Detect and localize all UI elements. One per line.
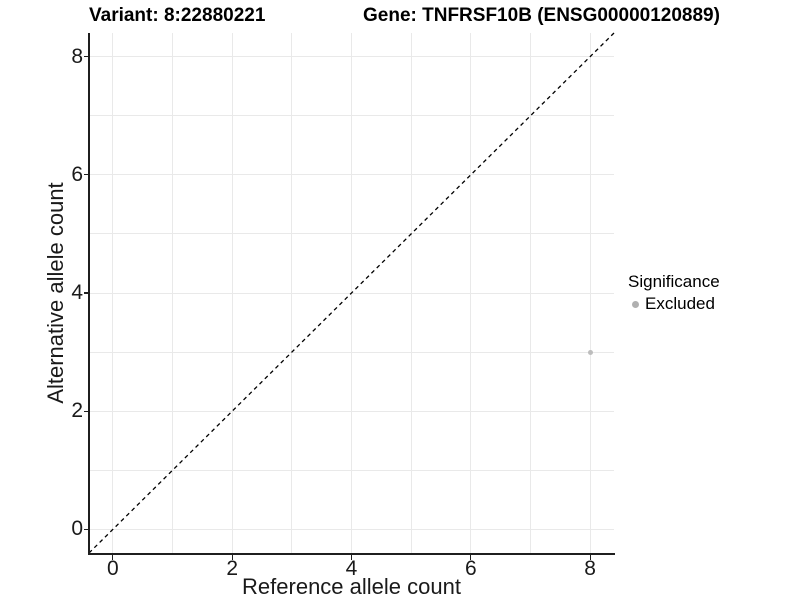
x-axis-line	[88, 553, 615, 555]
gridline-vertical	[410, 33, 412, 553]
x-tick-mark	[112, 554, 114, 560]
x-tick-mark	[231, 554, 233, 560]
x-tick-mark	[350, 554, 353, 560]
x-tick-label: 2	[226, 557, 239, 580]
legend-title: Significance	[628, 272, 720, 291]
gridline-horizontal	[89, 174, 614, 176]
x-axis-title: Reference allele count	[242, 574, 461, 599]
x-tick-label: 4	[345, 557, 358, 580]
legend-item-label: Excluded	[645, 294, 715, 313]
gridline-vertical	[589, 33, 591, 553]
identity-line	[88, 32, 615, 554]
plot-title-variant: Variant: 8:22880221	[89, 5, 266, 26]
gridline-horizontal	[89, 233, 614, 235]
y-tick-label: 2	[71, 399, 83, 423]
data-point-excluded	[587, 349, 593, 355]
y-tick-mark	[83, 56, 89, 58]
gridline-vertical	[529, 33, 531, 553]
gridline-vertical	[470, 33, 472, 553]
y-tick-mark	[83, 174, 89, 176]
point-icon	[632, 300, 639, 308]
x-tick-mark	[470, 554, 472, 560]
x-tick-label: 0	[107, 557, 119, 580]
legend-item: Excluded	[628, 294, 720, 314]
legend: Significance Excluded	[628, 271, 720, 314]
gridline-horizontal	[89, 115, 614, 117]
y-tick-label: 6	[71, 162, 83, 186]
y-axis-line	[88, 33, 90, 555]
gridline-horizontal	[89, 56, 614, 58]
legend-items: Excluded	[628, 294, 720, 314]
y-tick-label: 0	[71, 517, 83, 541]
x-tick-mark	[589, 554, 591, 560]
plot-title-gene: Gene: TNFRSF10B (ENSG00000120889)	[363, 5, 720, 26]
y-tick-mark	[83, 528, 89, 530]
x-tick-label: 6	[464, 557, 477, 580]
y-tick-label: 4	[71, 281, 83, 304]
y-tick-label: 8	[71, 44, 83, 68]
y-tick-mark	[83, 410, 89, 412]
x-tick-label: 8	[584, 557, 596, 580]
y-tick-mark	[83, 292, 89, 294]
